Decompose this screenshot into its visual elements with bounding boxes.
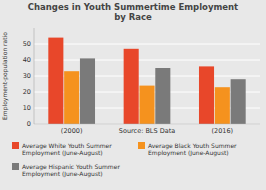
legend-swatch [12, 142, 19, 149]
y-tick-label: 40 [23, 56, 31, 64]
y-tick-label: 0 [27, 120, 31, 128]
y-tick-label: 30 [23, 72, 31, 80]
x-axis-line [34, 124, 260, 125]
bar [155, 68, 170, 124]
title: Changes in Youth Summertime Employmentby… [28, 2, 238, 22]
x-tick-label: Source: BLS Data [119, 127, 175, 135]
y-axis-line [34, 28, 35, 124]
grid-line [34, 60, 260, 61]
x-tick-label: (2016) [212, 127, 234, 135]
bar [215, 87, 230, 124]
bar [199, 66, 214, 124]
y-axis-label: Employment-population ratio [1, 32, 9, 120]
x-tick-label: (2000) [61, 127, 83, 135]
bar [64, 71, 79, 124]
background [0, 0, 266, 190]
y-tick-label: 50 [23, 40, 31, 48]
y-tick-label: 20 [23, 88, 31, 96]
y-tick-label: 10 [23, 104, 31, 112]
chart: Changes in Youth Summertime Employmentby… [0, 0, 266, 190]
legend-label: Average Black Youth SummerEmployment (Ju… [148, 142, 237, 158]
legend-swatch [138, 142, 145, 149]
legend-label: Average White Youth SummerEmployment (Ju… [22, 142, 112, 158]
bar [80, 58, 95, 124]
bars [48, 38, 245, 124]
grid-line [34, 44, 260, 45]
legend-label: Average Hispanic Youth SummerEmployment … [22, 163, 120, 179]
bar [231, 79, 246, 124]
bar [139, 86, 154, 124]
bar [48, 38, 63, 124]
legend-swatch [12, 163, 19, 170]
bar [124, 49, 139, 124]
